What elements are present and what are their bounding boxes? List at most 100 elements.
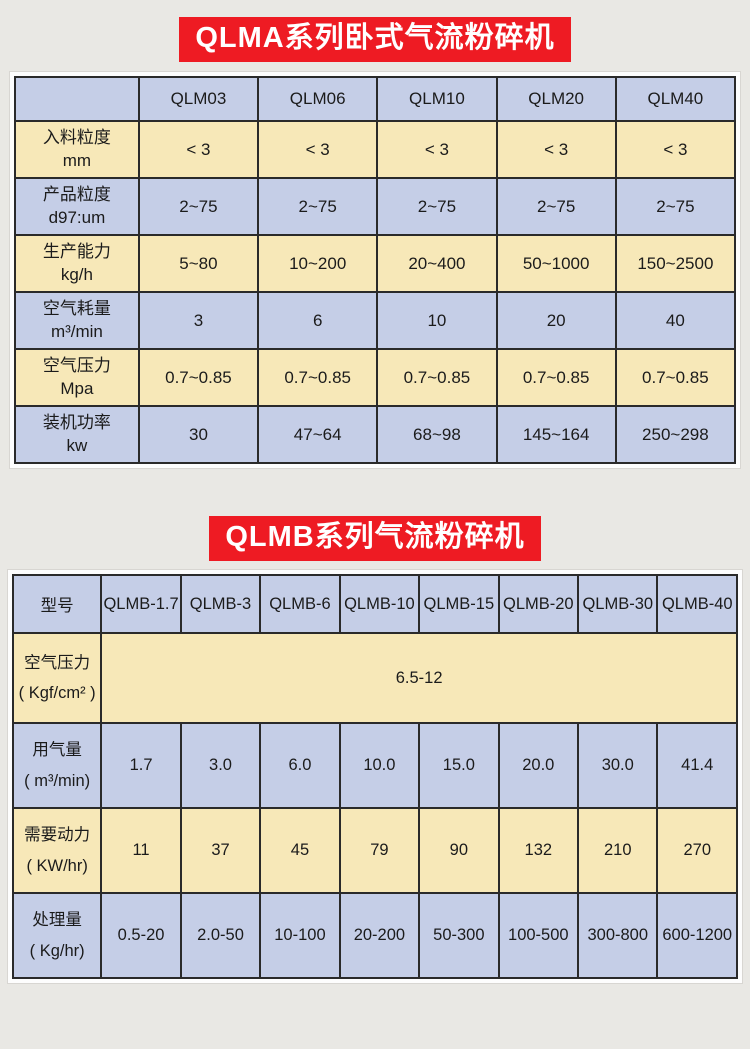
row-label-text: 生产能力 xyxy=(42,241,111,261)
table-row: 空气耗量 m³/min 3 6 10 20 40 xyxy=(14,291,737,350)
row-label-text: 用气量 xyxy=(32,741,82,760)
row-label-air-pressure: 空气压力 ( Kgf/cm² ) xyxy=(11,632,103,724)
qlmb-spec-table: 型号 QLMB-1.7 QLMB-3 QLMB-6 QLMB-10 QLMB-1… xyxy=(11,574,738,979)
row-label-air-pressure: 空气压力 Mpa xyxy=(14,348,140,407)
table-cell: 30.0 xyxy=(577,722,659,809)
table-cell: 0.7~0.85 xyxy=(257,348,379,407)
table-cell: 2~75 xyxy=(137,177,260,236)
table-cell: 20-200 xyxy=(338,892,421,979)
table-b-col-header: QLMB-1.7 xyxy=(100,574,182,634)
row-label-feed-size: 入料粒度 mm xyxy=(14,120,140,179)
row-label-air-usage: 用气量 ( m³/min) xyxy=(11,722,103,809)
table-row: 空气压力 Mpa 0.7~0.85 0.7~0.85 0.7~0.85 0.7~… xyxy=(14,348,737,407)
table-b-col-header: QLMB-6 xyxy=(259,574,341,634)
table-cell: 2~75 xyxy=(376,177,498,236)
table-cell: 20 xyxy=(495,291,617,350)
table-cell: < 3 xyxy=(376,120,498,179)
table-cell: 20.0 xyxy=(497,722,580,809)
table-b-col-header: QLMB-20 xyxy=(497,574,580,634)
table-b-model-header: 型号 xyxy=(11,574,103,634)
table-a-header-row: QLM03 QLM06 QLM10 QLM20 QLM40 xyxy=(14,76,737,122)
row-label-installed-power: 装机功率 kw xyxy=(14,405,140,464)
table-row: 生产能力 kg/h 5~80 10~200 20~400 50~1000 150… xyxy=(14,234,737,293)
row-unit-text: ( Kgf/cm² ) xyxy=(18,684,96,702)
table-cell: 30 xyxy=(137,405,260,464)
table-cell: 3.0 xyxy=(179,722,262,809)
row-unit-text: mm xyxy=(62,150,92,170)
row-label-text: 装机功率 xyxy=(42,412,111,432)
table-a-col-header: QLM03 xyxy=(137,76,260,122)
table-cell: 2~75 xyxy=(257,177,379,236)
table-b-panel: 型号 QLMB-1.7 QLMB-3 QLMB-6 QLMB-10 QLMB-1… xyxy=(8,570,742,983)
row-unit-text: kw xyxy=(66,435,88,455)
table-cell: 2~75 xyxy=(495,177,617,236)
table-cell: 100-500 xyxy=(497,892,580,979)
table-a-col-header: QLM06 xyxy=(257,76,379,122)
table-cell: 300-800 xyxy=(577,892,659,979)
table-row: 产品粒度 d97:um 2~75 2~75 2~75 2~75 2~75 xyxy=(14,177,737,236)
table-cell: 50~1000 xyxy=(495,234,617,293)
row-label-capacity: 生产能力 kg/h xyxy=(14,234,140,293)
table-cell: 270 xyxy=(656,807,738,894)
table-cell: 600-1200 xyxy=(656,892,738,979)
table-cell: 0.7~0.85 xyxy=(376,348,498,407)
table-cell: 11 xyxy=(100,807,182,894)
row-label-product-size: 产品粒度 d97:um xyxy=(14,177,140,236)
table-cell: < 3 xyxy=(257,120,379,179)
table-cell: 15.0 xyxy=(418,722,500,809)
table-row: 空气压力 ( Kgf/cm² ) 6.5-12 xyxy=(11,632,738,724)
row-unit-text: ( KW/hr) xyxy=(26,856,88,875)
table-b-col-header: QLMB-10 xyxy=(338,574,421,634)
table-cell: 90 xyxy=(418,807,500,894)
table-a-col-header: QLM10 xyxy=(376,76,498,122)
row-label-text: 入料粒度 xyxy=(42,127,111,147)
table-cell: 10.0 xyxy=(338,722,421,809)
table-row: 入料粒度 mm < 3 < 3 < 3 < 3 < 3 xyxy=(14,120,737,179)
row-label-required-power: 需要动力 ( KW/hr) xyxy=(11,807,103,894)
table-cell: 6 xyxy=(257,291,379,350)
table-cell: 132 xyxy=(497,807,580,894)
row-label-text: 空气压力 xyxy=(42,355,111,375)
table-cell: < 3 xyxy=(137,120,260,179)
table-cell: 2.0-50 xyxy=(179,892,262,979)
table-a-corner-cell xyxy=(14,76,140,122)
row-unit-text: m³/min xyxy=(50,321,103,341)
table-cell: 0.7~0.85 xyxy=(495,348,617,407)
table-a-col-header: QLM40 xyxy=(614,76,737,122)
table-cell: 1.7 xyxy=(100,722,182,809)
table-b-col-header: QLMB-30 xyxy=(577,574,659,634)
table-cell: 20~400 xyxy=(376,234,498,293)
table-a-title: QLMA系列卧式气流粉碎机 xyxy=(179,17,571,62)
table-cell: 0.5-20 xyxy=(100,892,182,979)
table-cell: 6.0 xyxy=(259,722,341,809)
row-label-text: 处理量 xyxy=(32,911,82,930)
table-cell-span: 6.5-12 xyxy=(100,632,738,724)
table-cell: 10~200 xyxy=(257,234,379,293)
table-cell: 0.7~0.85 xyxy=(614,348,737,407)
table-cell: 3 xyxy=(137,291,260,350)
row-unit-text: ( Kg/hr) xyxy=(29,941,85,960)
table-cell: 47~64 xyxy=(257,405,379,464)
row-unit-text: d97:um xyxy=(48,207,106,227)
table-cell: 10 xyxy=(376,291,498,350)
row-label-text: 需要动力 xyxy=(24,826,91,845)
table-b-title: QLMB系列气流粉碎机 xyxy=(209,516,541,561)
table-row: 装机功率 kw 30 47~64 68~98 145~164 250~298 xyxy=(14,405,737,464)
table-b-col-header: QLMB-40 xyxy=(656,574,738,634)
row-label-air-consumption: 空气耗量 m³/min xyxy=(14,291,140,350)
table-cell: 5~80 xyxy=(137,234,260,293)
table-cell: 68~98 xyxy=(376,405,498,464)
row-unit-text: ( m³/min) xyxy=(24,771,91,790)
row-unit-text: Mpa xyxy=(60,378,94,398)
table-a-title-band: QLMA系列卧式气流粉碎机 xyxy=(0,0,750,62)
table-cell: 40 xyxy=(614,291,737,350)
table-b-col-header: QLMB-3 xyxy=(179,574,262,634)
table-b-title-band: QLMB系列气流粉碎机 xyxy=(0,468,750,561)
table-cell: 250~298 xyxy=(614,405,737,464)
row-label-text: 空气压力 xyxy=(24,653,91,672)
table-a-panel: QLM03 QLM06 QLM10 QLM20 QLM40 入料粒度 mm < … xyxy=(10,72,740,468)
qlma-spec-table: QLM03 QLM06 QLM10 QLM20 QLM40 入料粒度 mm < … xyxy=(14,76,737,464)
table-cell: 41.4 xyxy=(656,722,738,809)
table-b-col-header: QLMB-15 xyxy=(418,574,500,634)
table-row: 需要动力 ( KW/hr) 11 37 45 79 90 132 210 270 xyxy=(11,807,738,894)
